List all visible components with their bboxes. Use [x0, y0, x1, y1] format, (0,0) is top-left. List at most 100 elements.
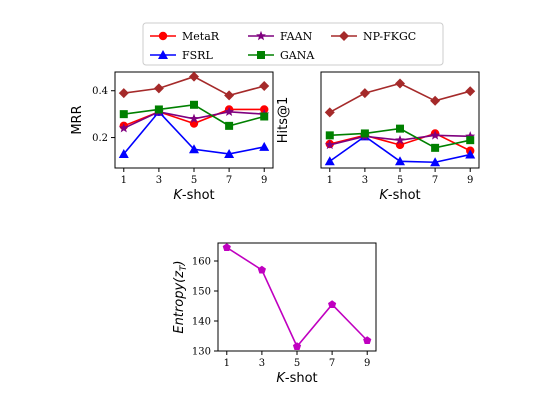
series-fsrl	[118, 106, 270, 158]
legend-entry-metar: MetaR	[150, 30, 220, 43]
x-tick-label: 7	[226, 175, 232, 186]
data-point	[224, 106, 235, 117]
legend-label: GANA	[280, 49, 315, 62]
series-np-fkgc	[118, 71, 270, 101]
x-axis-label: K-shot	[379, 188, 420, 203]
y-axis-label-suffix: )	[172, 260, 187, 266]
y-tick-label: 130	[192, 347, 211, 358]
x-tick-label: 7	[329, 358, 335, 369]
y-tick-label: 150	[192, 287, 211, 298]
x-axis-label-rest: -shot	[388, 188, 421, 203]
x-tick-label: 3	[156, 175, 162, 186]
data-point	[118, 148, 129, 158]
x-axis-label-k: K	[276, 371, 286, 386]
x-axis-label-k: K	[379, 188, 389, 203]
x-axis-label-k: K	[173, 188, 183, 203]
data-point	[259, 81, 270, 92]
data-point	[363, 336, 372, 344]
y-tick-label: 0.2	[92, 133, 108, 144]
x-tick-label: 1	[327, 175, 333, 186]
data-point	[395, 134, 405, 145]
x-tick-label: 5	[294, 358, 300, 369]
data-point	[430, 157, 441, 167]
legend-entry-fsrl: FSRL	[150, 49, 213, 62]
data-point	[465, 86, 476, 97]
x-tick-label: 9	[261, 175, 267, 186]
legend-entry-np-fkgc: NP-FKGC	[331, 30, 416, 43]
x-axis-label: K-shot	[173, 188, 214, 203]
legend-marker-diamond	[339, 31, 349, 41]
data-point	[118, 123, 129, 133]
data-point	[395, 156, 405, 166]
data-point	[119, 110, 128, 119]
data-point	[259, 141, 270, 151]
data-point	[431, 143, 440, 152]
series-gana	[325, 124, 475, 152]
x-tick-label: 5	[397, 175, 403, 186]
x-axis-label-rest: -shot	[182, 188, 215, 203]
chart-entropy: 1 3 5 7 9 130 140 150 160 K-shot Entropy(zT)	[172, 242, 377, 386]
data-point	[225, 121, 234, 130]
data-point	[324, 139, 335, 150]
data-point	[153, 83, 164, 94]
x-axis-label-rest: -shot	[285, 371, 318, 386]
y-tick-label: 140	[192, 317, 211, 328]
data-point	[396, 124, 404, 133]
legend-box	[142, 22, 444, 66]
data-point	[359, 88, 370, 99]
data-point	[154, 105, 163, 114]
data-point	[430, 130, 441, 140]
x-tick-label: 5	[191, 175, 197, 186]
x-axis-label: K-shot	[276, 371, 317, 386]
y-axis-label-prefix: Entropy(z	[172, 270, 187, 334]
chart-hits1: 1 3 5 7 9 K-shot Hits@1	[276, 71, 480, 203]
y-axis-label-subscript: T	[179, 264, 189, 271]
data-point	[360, 129, 369, 138]
data-point	[395, 78, 405, 89]
legend-label: MetaR	[182, 30, 220, 43]
y-tick-label: 0.4	[92, 86, 108, 97]
x-tick-label: 1	[121, 175, 127, 186]
y-axis-label: Hits@1	[276, 97, 291, 144]
data-point	[257, 265, 266, 274]
series-faan	[118, 106, 270, 133]
data-point	[260, 112, 269, 121]
x-tick-label: 7	[432, 175, 438, 186]
data-point	[118, 88, 129, 99]
x-tick-label: 9	[364, 358, 370, 369]
legend-label: FSRL	[182, 49, 213, 62]
legend-marker-square	[257, 51, 265, 59]
legend-marker-circle	[158, 31, 168, 41]
data-point	[328, 300, 337, 308]
x-tick-label: 9	[467, 175, 473, 186]
x-tick-label: 3	[259, 358, 265, 369]
legend-entry-faan: FAAN	[248, 30, 313, 43]
y-tick-label: 160	[192, 257, 211, 268]
legend-marker-triangle	[158, 50, 168, 59]
data-point	[466, 136, 475, 145]
y-axis-label: MRR	[70, 105, 85, 134]
legend-entry-gana: GANA	[248, 49, 315, 62]
data-point	[430, 95, 441, 106]
data-point	[224, 90, 235, 101]
series-fsrl	[324, 131, 476, 167]
plot-frame	[217, 242, 377, 352]
series-np-fkgc	[324, 78, 476, 118]
data-point	[292, 342, 302, 350]
data-point	[325, 131, 334, 140]
x-tick-label: 3	[362, 175, 368, 186]
legend-label: NP-FKGC	[363, 30, 416, 43]
data-point	[222, 243, 231, 251]
data-point	[465, 131, 476, 141]
legend-label: FAAN	[280, 30, 313, 43]
y-axis-label: Entropy(zT)	[172, 260, 189, 333]
data-point	[224, 148, 235, 158]
data-point	[189, 113, 199, 124]
data-point	[324, 107, 335, 118]
data-point	[189, 144, 199, 154]
series-gana	[119, 100, 269, 130]
chart-mrr: 1 3 5 7 9 0.2 0.4 K-shot MRR	[70, 71, 274, 203]
data-point	[190, 100, 198, 109]
series-entropy	[222, 243, 372, 350]
